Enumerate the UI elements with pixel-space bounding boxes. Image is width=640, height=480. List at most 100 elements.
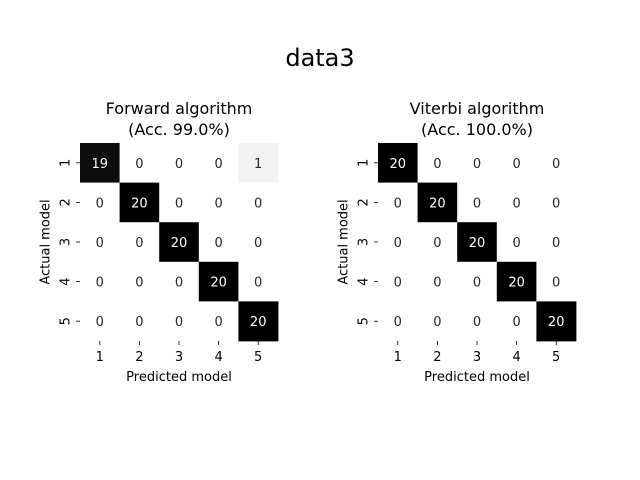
cell-value-label: 0	[394, 236, 402, 251]
heatmap-cell	[80, 143, 120, 183]
heatmap-cell	[457, 182, 498, 223]
cell-value-label: 0	[473, 157, 481, 172]
heatmap-cell	[378, 222, 418, 263]
y-tick-label: 4	[357, 277, 372, 285]
y-tick-label: 3	[59, 238, 74, 246]
cell-value-label: 0	[552, 157, 560, 172]
heatmap-cell	[198, 182, 239, 223]
cell-value-label: 0	[433, 276, 441, 291]
heatmap-cell	[80, 261, 120, 302]
x-tick-label: 4	[214, 350, 222, 365]
cell-value-label: 0	[512, 196, 520, 211]
x-tick-label: 5	[552, 350, 560, 365]
cell-value-label: 0	[394, 276, 402, 291]
x-axis-label: Predicted model	[126, 370, 232, 385]
cell-value-label: 0	[135, 157, 143, 172]
x-tick-label: 3	[473, 350, 481, 365]
cell-value-label: 0	[96, 315, 104, 330]
heatmap-cell	[238, 261, 279, 302]
cell-value-label: 0	[214, 315, 222, 330]
cell-value-label: 20	[131, 196, 148, 211]
cell-value-label: 20	[469, 236, 486, 251]
heatmap-cell	[198, 261, 239, 302]
cell-value-label: 0	[394, 315, 402, 330]
heatmap-cell	[378, 182, 418, 223]
heatmap-cell	[159, 222, 200, 263]
heatmap-cell	[417, 143, 458, 183]
heatmap-title: (Acc. 100.0%)	[421, 120, 533, 139]
cell-value-label: 0	[394, 196, 402, 211]
cell-value-label: 20	[548, 315, 565, 330]
x-tick-label: 2	[135, 350, 143, 365]
heatmap-cell	[378, 143, 418, 183]
heatmap-cell	[238, 182, 279, 223]
heatmap-cell	[457, 222, 498, 263]
cell-value-label: 0	[512, 157, 520, 172]
y-axis-label: Actual model	[39, 199, 54, 284]
x-tick-label: 1	[96, 350, 104, 365]
heatmap-cell	[198, 143, 239, 183]
y-axis-label: Actual model	[337, 199, 352, 284]
cell-value-label: 0	[433, 315, 441, 330]
heatmap-cell	[198, 301, 239, 342]
cell-value-label: 0	[254, 196, 262, 211]
cell-value-label: 0	[175, 315, 183, 330]
y-tick-label: 2	[357, 198, 372, 206]
heatmap-cell	[378, 261, 418, 302]
cell-value-label: 0	[175, 157, 183, 172]
x-tick-label: 5	[254, 350, 262, 365]
cell-value-label: 20	[250, 315, 267, 330]
cell-value-label: 0	[473, 315, 481, 330]
heatmap-cell	[536, 301, 577, 342]
x-tick-label: 2	[433, 350, 441, 365]
heatmap-title: Forward algorithm	[106, 99, 253, 118]
heatmap-cell	[238, 222, 279, 263]
cell-value-label: 0	[175, 276, 183, 291]
heatmap-cell	[159, 261, 200, 302]
cell-value-label: 20	[390, 157, 407, 172]
cell-value-label: 0	[512, 236, 520, 251]
cell-value-label: 0	[96, 196, 104, 211]
heatmap-cell	[496, 222, 537, 263]
heatmap-cell	[536, 261, 577, 302]
cell-value-label: 0	[473, 196, 481, 211]
cell-value-label: 0	[135, 236, 143, 251]
heatmap-cell	[159, 182, 200, 223]
y-tick-label: 2	[59, 198, 74, 206]
cell-value-label: 0	[135, 276, 143, 291]
heatmap-cell	[496, 301, 537, 342]
heatmap-cell	[119, 301, 160, 342]
cell-value-label: 0	[254, 276, 262, 291]
cell-value-label: 19	[92, 157, 109, 172]
heatmap-title: (Acc. 99.0%)	[128, 120, 230, 139]
heatmap-cell	[536, 143, 577, 183]
heatmap-cell	[457, 143, 498, 183]
x-axis-label: Predicted model	[424, 370, 530, 385]
heatmap-cell	[457, 301, 498, 342]
cell-value-label: 0	[96, 276, 104, 291]
heatmap-cell	[238, 143, 279, 183]
cell-value-label: 0	[433, 236, 441, 251]
heatmap-cell	[198, 222, 239, 263]
heatmap-cell	[80, 222, 120, 263]
cell-value-label: 1	[254, 157, 262, 172]
heatmap-cell	[80, 182, 120, 223]
heatmap-cell	[496, 261, 537, 302]
cell-value-label: 0	[433, 157, 441, 172]
x-tick-label: 1	[394, 350, 402, 365]
heatmap-cell	[80, 301, 120, 342]
cell-value-label: 0	[552, 196, 560, 211]
heatmap-cell	[159, 301, 200, 342]
y-tick-label: 5	[59, 317, 74, 325]
y-tick-label: 3	[357, 238, 372, 246]
cell-value-label: 20	[171, 236, 188, 251]
cell-value-label: 20	[508, 276, 525, 291]
y-tick-label: 1	[59, 159, 74, 167]
heatmap-cell	[417, 182, 458, 223]
cell-value-label: 20	[429, 196, 446, 211]
heatmap-cell	[119, 182, 160, 223]
heatmap-cell	[119, 222, 160, 263]
heatmap-title: Viterbi algorithm	[410, 99, 545, 118]
cell-value-label: 0	[552, 276, 560, 291]
